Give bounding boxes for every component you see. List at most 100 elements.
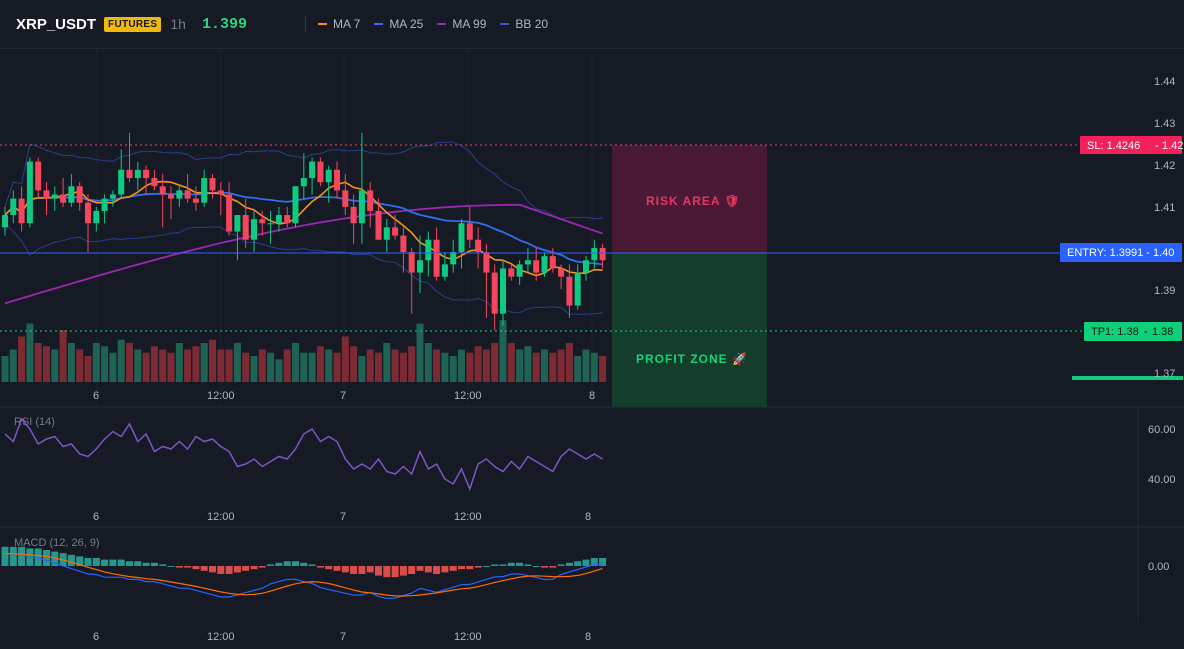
macd-bar: [175, 566, 183, 568]
macd-bar: [441, 566, 449, 573]
volume-bar: [524, 346, 532, 382]
volume-bar: [416, 323, 424, 382]
legend-ma99[interactable]: MA 99: [437, 17, 486, 31]
time-tick: 12:00: [207, 631, 235, 643]
candle-body: [483, 252, 490, 273]
tp1-label[interactable]: TP1: 1.38 - 1.38: [1084, 322, 1182, 341]
volume-bar: [541, 349, 548, 382]
risk-area-label: RISK AREA 🛡: [646, 194, 741, 208]
entry-label-value: 1.40: [1153, 247, 1174, 259]
indicator-legend: MA 7 MA 25 MA 99 BB 20: [317, 17, 562, 31]
candle-body: [209, 178, 216, 191]
time-tick: 6: [93, 390, 99, 402]
macd-bar: [565, 562, 573, 566]
legend-bb20[interactable]: BB 20: [500, 17, 548, 31]
macd-bar: [275, 562, 283, 566]
candle-body: [508, 268, 515, 277]
legend-bb20-label: BB 20: [515, 17, 549, 31]
candle-body: [35, 161, 42, 191]
macd-bar: [242, 566, 250, 571]
timeframe-selector[interactable]: 1h: [170, 16, 186, 32]
candle-body: [500, 268, 506, 314]
macd-bar: [300, 562, 308, 566]
volume-bar: [51, 349, 59, 382]
profit-zone-label: PROFIT ZONE 🚀: [636, 352, 748, 366]
macd-bar: [399, 566, 407, 576]
volume-bar: [358, 356, 366, 382]
macd-bar: [101, 559, 109, 566]
macd-bar: [557, 564, 565, 566]
time-tick: 12:00: [454, 390, 482, 402]
volume-bar: [283, 349, 291, 382]
macd-bar: [449, 566, 457, 571]
candle-body: [408, 252, 415, 273]
time-tick: 12:00: [454, 631, 482, 643]
macd-bar: [541, 566, 548, 568]
candle-body: [51, 194, 58, 199]
candle-body: [134, 169, 141, 179]
macd-bar: [424, 566, 432, 573]
sl-label[interactable]: SL: 1.4246 - 1.42: [1080, 136, 1183, 154]
volume-bar: [92, 343, 100, 382]
volume-bar: [441, 352, 449, 382]
legend-ma25-label: MA 25: [389, 17, 424, 31]
candle-body: [309, 161, 316, 179]
entry-label-text: ENTRY: 1.3991: [1067, 247, 1143, 259]
macd-bar: [250, 566, 258, 570]
candle-body: [85, 202, 91, 224]
volume-bar: [209, 339, 216, 382]
time-axis-macd: 6 12:00 7 12:00 8: [93, 631, 591, 643]
candle-body: [18, 198, 25, 224]
entry-label[interactable]: ENTRY: 1.3991 - 1.40: [1060, 243, 1182, 262]
candle-body: [541, 256, 548, 273]
macd-bar: [159, 564, 167, 566]
candle-body: [93, 210, 100, 224]
time-tick: 6: [93, 511, 99, 523]
volume-bar: [43, 346, 50, 382]
time-axis-main[interactable]: 6 12:00 7 12:00 8: [93, 390, 595, 402]
macd-bar: [549, 566, 557, 568]
time-tick: 6: [93, 631, 99, 643]
candle-body: [284, 215, 291, 224]
profit-zone[interactable]: [612, 253, 767, 407]
chart-header: XRP_USDT FUTURES 1h 1.399 MA 7 MA 25 MA …: [0, 0, 1184, 49]
macd-tick: 0.00: [1148, 561, 1169, 573]
volume-bar: [292, 343, 299, 382]
macd-bar: [217, 566, 225, 574]
macd-bar: [92, 558, 100, 566]
futures-badge: FUTURES: [104, 16, 162, 32]
macd-bar: [43, 550, 50, 566]
candle-body: [450, 252, 457, 265]
symbol-name[interactable]: XRP_USDT: [16, 15, 97, 33]
candle-body: [168, 194, 174, 199]
candle-body: [491, 272, 498, 314]
macd-bar: [258, 566, 266, 568]
volume-bar: [433, 349, 441, 382]
legend-ma7[interactable]: MA 7: [317, 17, 360, 31]
volume-bars: [1, 320, 607, 382]
macd-bar: [51, 551, 59, 566]
header-divider: [304, 16, 306, 32]
macd-bar: [366, 566, 374, 573]
volume-bar: [9, 349, 17, 382]
volume-bar: [391, 349, 399, 382]
macd-bar: [590, 558, 598, 566]
volume-bar: [424, 343, 432, 382]
volume-bar: [275, 359, 283, 382]
candle-body: [267, 223, 274, 225]
risk-area-zone[interactable]: [612, 145, 767, 253]
volume-bar: [549, 352, 557, 382]
chart-area[interactable]: RISK AREA 🛡 PROFIT ZONE 🚀 SL: 1.4246 - 1…: [0, 48, 1184, 649]
macd-bar: [316, 566, 324, 568]
time-tick: 7: [340, 631, 346, 643]
legend-ma99-label: MA 99: [452, 17, 487, 31]
volume-bar: [375, 352, 382, 382]
price-axis[interactable]: 1.44 1.43 1.42 1.41 1.39 1.37: [1154, 76, 1175, 380]
candle-body: [425, 239, 432, 261]
time-tick: 8: [585, 511, 591, 523]
volume-bar: [126, 343, 133, 382]
rsi-tick: 40.00: [1148, 474, 1176, 486]
legend-ma25[interactable]: MA 25: [374, 17, 423, 31]
volume-bar: [267, 352, 275, 382]
candle-body: [192, 198, 199, 203]
